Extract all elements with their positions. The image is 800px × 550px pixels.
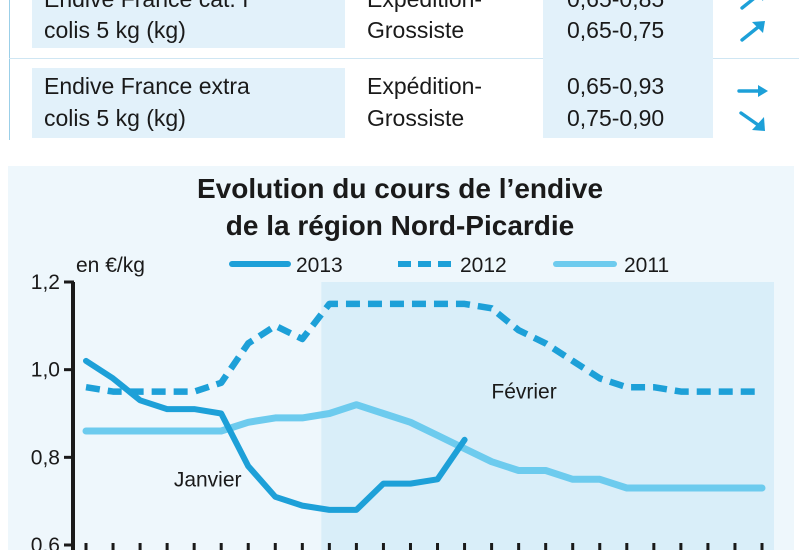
- month-label: Février: [491, 381, 556, 404]
- trend-flat-icon: [737, 85, 768, 97]
- y-tick-label: 0,8: [31, 446, 60, 469]
- month-labels: Janvier Février: [174, 381, 557, 492]
- product-line-1: Endive France extra: [44, 73, 250, 99]
- series-line-2011: [82, 401, 766, 492]
- trend-up-icon: [740, 0, 764, 10]
- legend-label-2011: 2011: [624, 254, 669, 277]
- product-cell-bg: [32, 68, 345, 138]
- stage-line-1: Expédition-: [367, 0, 482, 15]
- x-axis-ticks: [84, 543, 764, 550]
- trend-down-icon: [739, 111, 765, 131]
- price-line-1: 0,65-0,85: [567, 0, 664, 15]
- product-cell-bg: [32, 0, 345, 48]
- trend-up-icon: [740, 21, 765, 42]
- stage-line-2: Grossiste: [367, 105, 465, 131]
- series-line-2013: [83, 357, 468, 513]
- legend-label-2012: 2012: [460, 254, 507, 277]
- series-line-2012: [85, 300, 762, 395]
- legend-label-2013: 2013: [296, 254, 343, 277]
- stage-line-2: Grossiste: [367, 17, 465, 43]
- price-cell-bg: [543, 48, 713, 138]
- row-separator: [9, 58, 799, 59]
- y-axis-ticks: 0,6 0,8 1,0 1,2: [31, 271, 74, 550]
- y-tick-label: 0,6: [31, 534, 60, 550]
- price-line-1: 0,65-0,93: [567, 73, 665, 99]
- table-left-rule: [9, 0, 10, 140]
- price-cell-bg: [543, 0, 713, 48]
- month-label: Janvier: [174, 468, 242, 491]
- product-line-1: Endive France cat. I: [44, 0, 249, 15]
- unit-label: en €/kg: [76, 254, 145, 277]
- y-tick-label: 1,2: [31, 271, 60, 294]
- product-line-2: colis 5 kg (kg): [44, 105, 186, 131]
- product-line-2: colis 5 kg (kg): [44, 17, 186, 43]
- table-row: Endive France extra colis 5 kg (kg) Expé…: [12, 48, 800, 138]
- chart-title-line-2: de la région Nord-Picardie: [225, 210, 575, 241]
- series-layer: [82, 300, 766, 513]
- stage-line-1: Expédition-: [367, 73, 483, 99]
- chart-legend: en €/kg 2013 2012 2011: [76, 254, 669, 277]
- price-line-2: 0,65-0,75: [567, 17, 665, 43]
- table-row: Endive France cat. I colis 5 kg (kg) Exp…: [12, 0, 800, 48]
- chart-title-line-1: Evolution du cours de l’endive: [196, 173, 604, 204]
- price-line-2: 0,75-0,90: [567, 105, 665, 131]
- price-table: Endive France cat. I colis 5 kg (kg) Exp…: [0, 0, 800, 140]
- y-tick-label: 1,0: [31, 359, 60, 382]
